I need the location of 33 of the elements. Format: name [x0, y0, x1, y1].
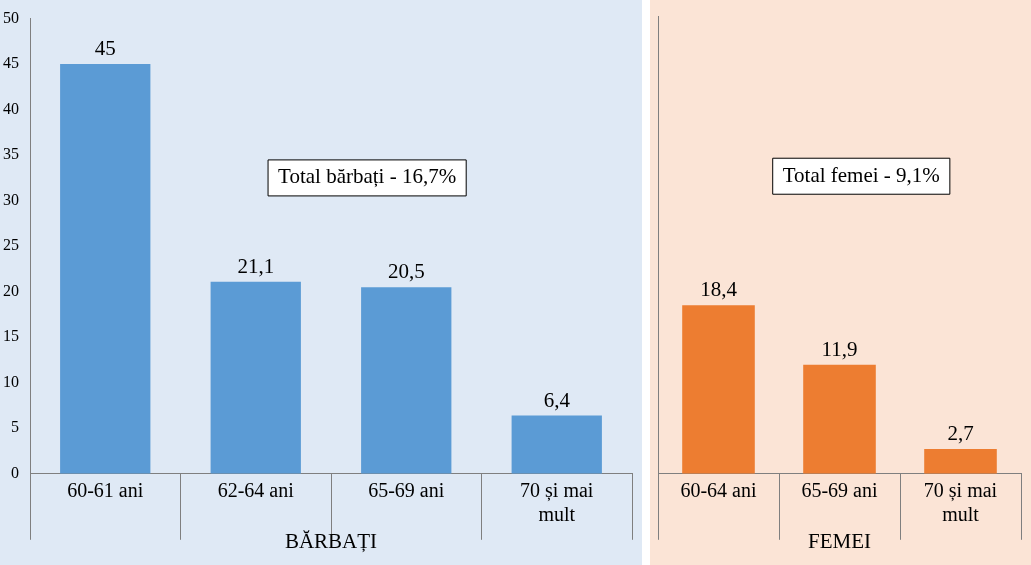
y-tick-label: 40	[3, 99, 19, 117]
bar	[60, 64, 151, 474]
y-tick-label: 10	[3, 372, 19, 390]
y-tick-label: 0	[11, 464, 19, 481]
data-label: 45	[94, 36, 116, 61]
data-label: 11,9	[821, 336, 858, 361]
data-label: 6,4	[543, 387, 571, 412]
y-tick-label: 20	[3, 281, 19, 299]
x-axis-title: BĂRBAȚI	[284, 528, 378, 553]
bar	[361, 287, 452, 474]
y-tick-label: 50	[3, 8, 19, 26]
bar	[210, 281, 301, 474]
data-label: 20,5	[387, 259, 425, 284]
y-tick-label: 5	[11, 418, 19, 436]
annotation: Total bărbați - 16,7%	[278, 164, 457, 189]
data-label: 2,7	[947, 421, 974, 446]
x-tick-label: 60-61 ani	[67, 479, 144, 502]
x-tick-label: 65-69 ani	[368, 479, 445, 502]
y-tick-label: 35	[3, 145, 19, 163]
y-tick-label: 15	[3, 327, 19, 345]
x-tick-label: 60-64 ani	[680, 479, 757, 502]
data-label: 18,4	[700, 277, 738, 302]
x-tick-label: 70 și mai mult	[923, 479, 998, 526]
x-axis-title: FEMEI	[808, 528, 872, 553]
y-tick-label: 25	[3, 236, 19, 254]
y-tick-label: 30	[3, 190, 19, 208]
data-label: 21,1	[237, 253, 275, 278]
annotation: Total femei - 9,1%	[782, 162, 940, 187]
x-tick-label: 70 și mai mult	[520, 479, 594, 526]
x-tick-label: 65-69 ani	[801, 479, 878, 502]
bar	[511, 415, 602, 474]
y-tick-label: 45	[3, 54, 19, 72]
x-tick-label: 62-64 ani	[217, 479, 295, 502]
